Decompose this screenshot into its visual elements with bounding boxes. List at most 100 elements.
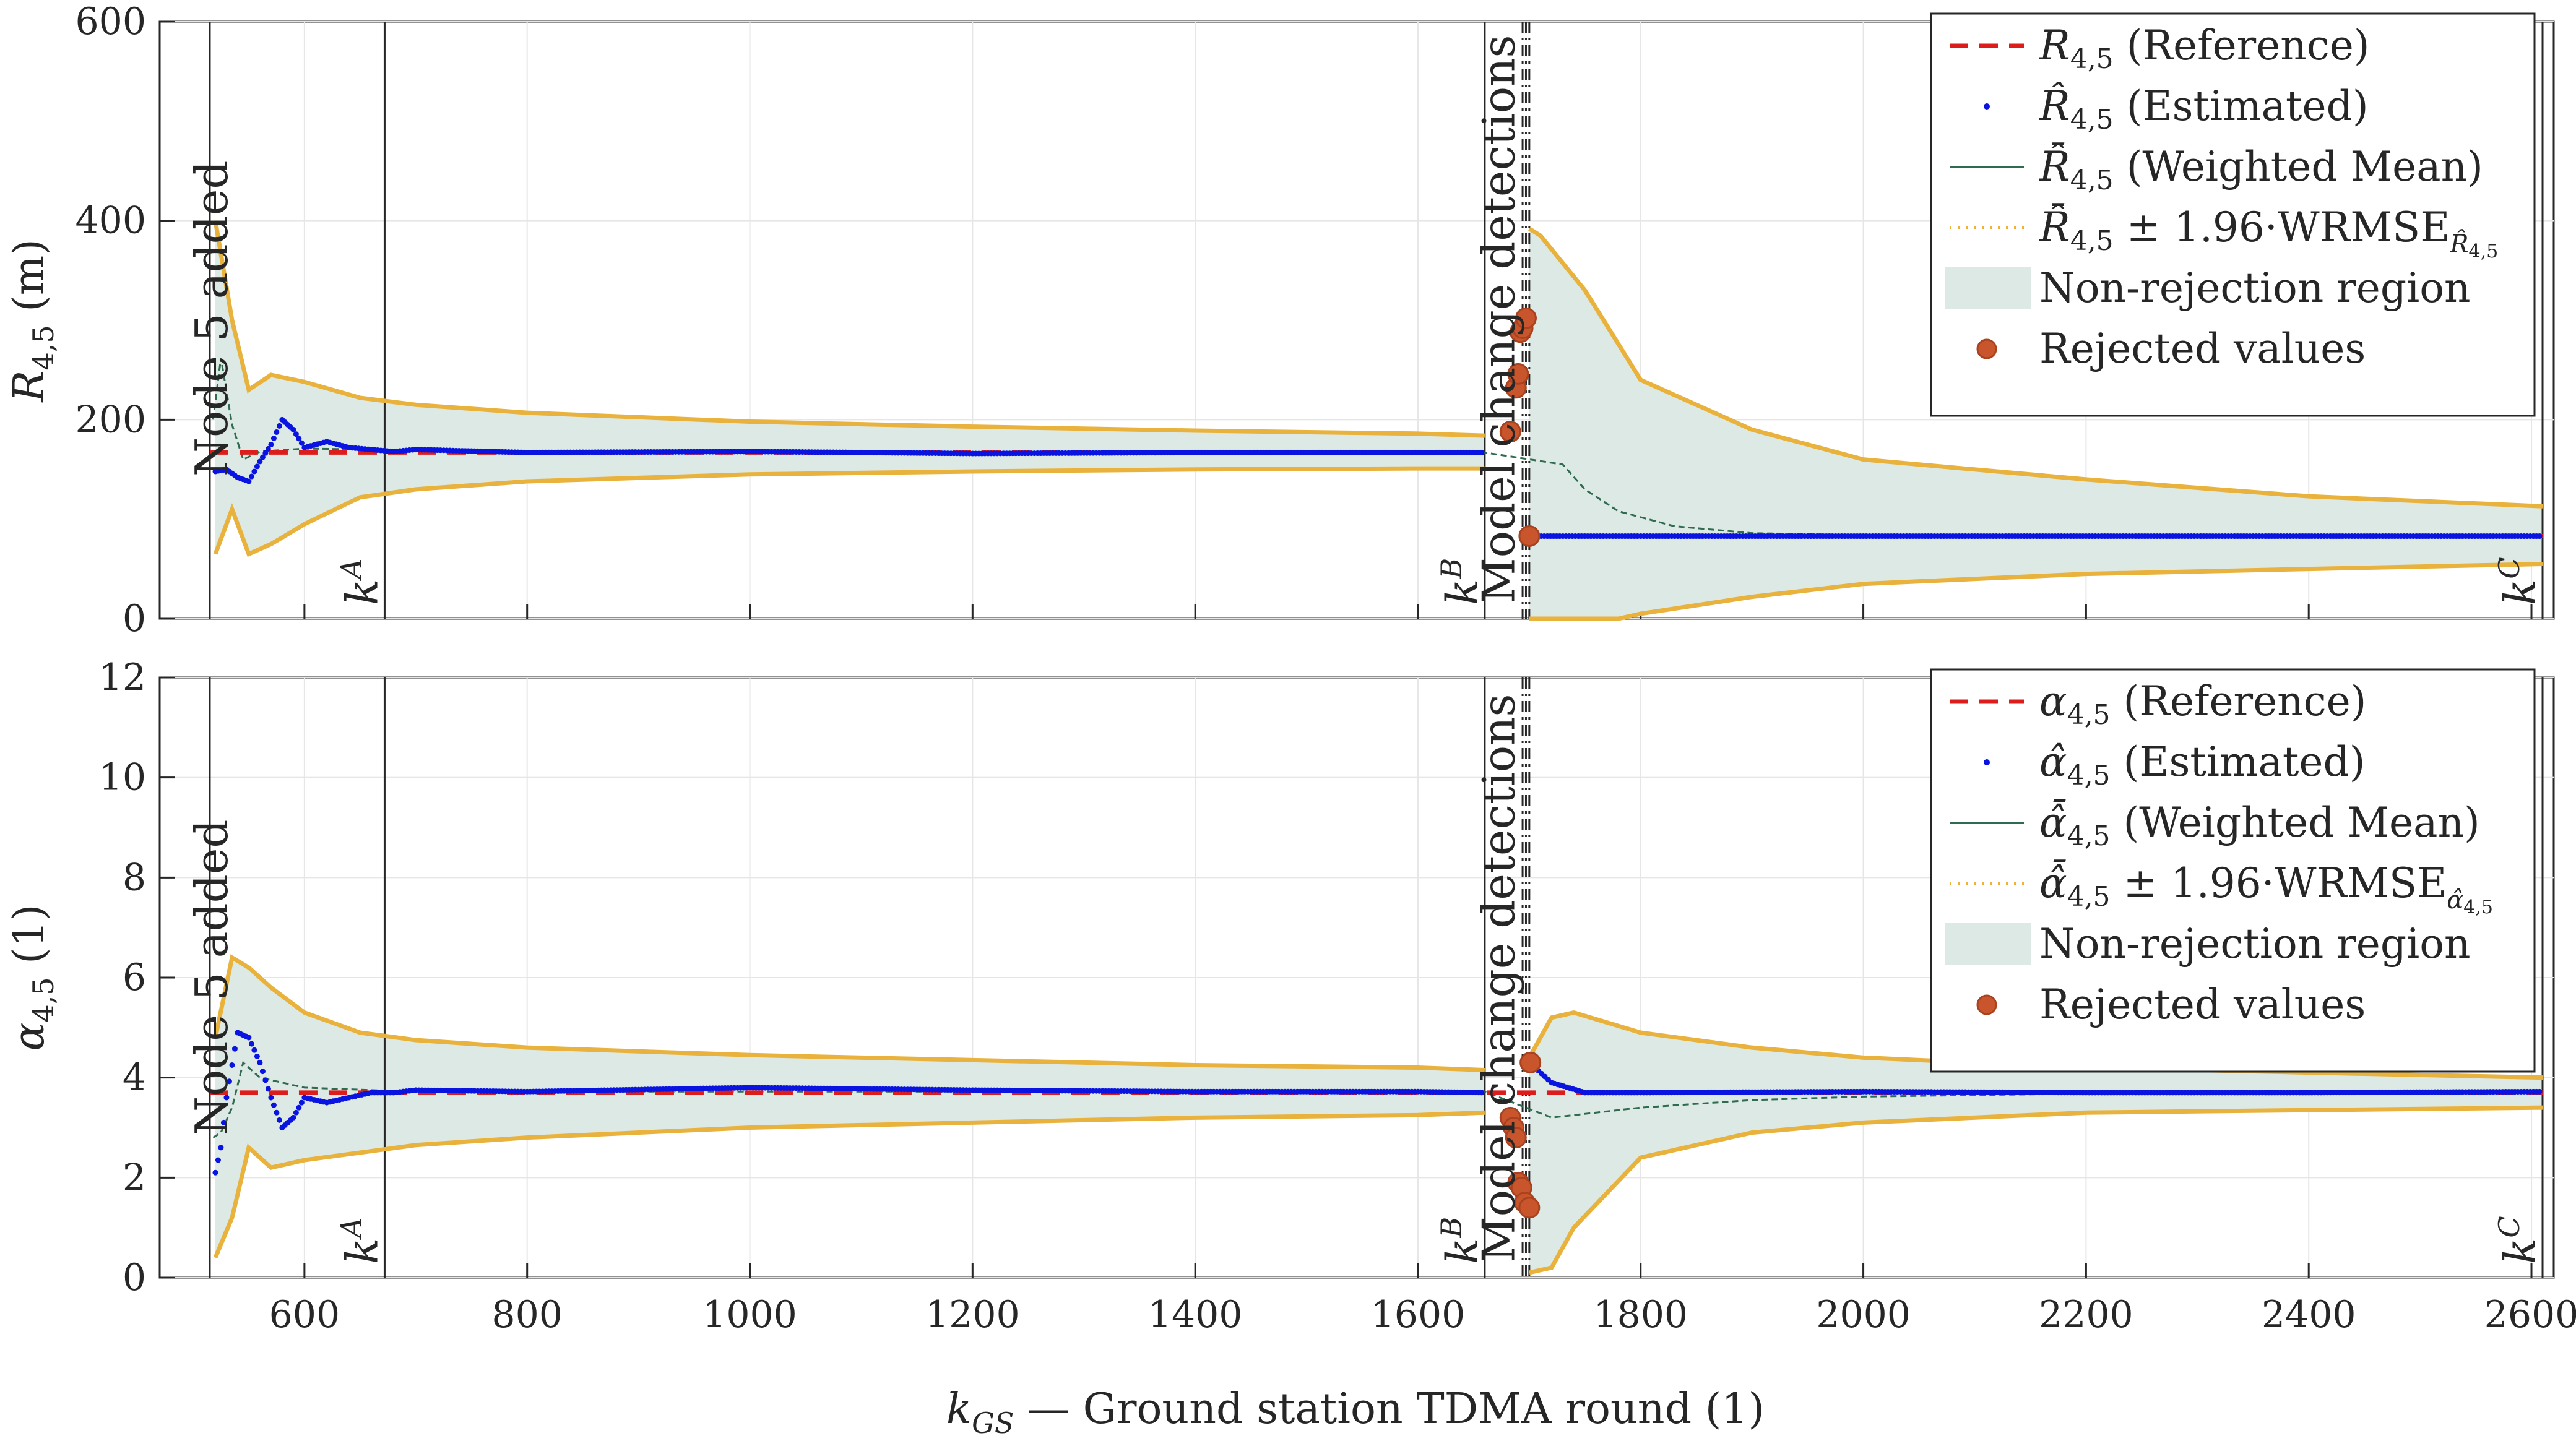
estimated-point (2536, 1088, 2543, 1095)
panel-r45-legend-box (1930, 12, 2536, 417)
estimated-point (265, 445, 271, 452)
legend-label: α̂4,5 (Estimated) (2039, 738, 2365, 791)
x-tick-label: 2400 (2262, 1293, 2356, 1336)
legend-entry: Non-rejection region (1945, 920, 2470, 968)
estimated-point (274, 1109, 280, 1116)
panel-alpha45-y-tick-label: 12 (99, 656, 146, 699)
legend-entry: R̂̄4,5 (Weighted Mean) (1950, 143, 2483, 196)
panel-r45: 0 200 400 600 Node 5 added Model change dete… (5, 0, 2555, 640)
panel-r45-region-patch (1529, 228, 2543, 619)
legend-label: α4,5 (Reference) (2039, 677, 2366, 731)
estimated-point (1479, 1090, 1485, 1096)
legend-swatch (1976, 994, 1997, 1015)
x-axis-label: kGS — Ground station TDMA round (1) (946, 1385, 1765, 1440)
panel-r45-vertical-marker-labels: Node 5 added Model change detections kA kB k… (186, 35, 2546, 605)
x-tick-label: 600 (269, 1293, 340, 1336)
estimated-point (262, 1077, 269, 1083)
estimated-point (262, 450, 269, 456)
x-ticks: 600 800 1000 1200 1400 1600 1800 2000 2200 2400 26… (269, 1293, 2576, 1336)
panel-alpha45-region-patch (215, 957, 1485, 1258)
legend-entry: α̂̄4,5 ± 1.96·WRMSEα̂4,5 (1950, 859, 2493, 918)
estimated-point (296, 1104, 302, 1111)
legend-entry: α4,5 (Reference) (1950, 677, 2366, 731)
panel-alpha45-bound-line (213, 954, 1485, 1073)
legend-label: Non-rejection region (2039, 920, 2470, 968)
panel-alpha45-vertical-marker-labels: Node 5 added Model change detections kA kB k… (186, 694, 2546, 1264)
panel-alpha45-non-rejection-region (215, 957, 2543, 1273)
panel-alpha45-bound-line (1529, 1105, 2543, 1275)
panel-alpha45-legend: α4,5 (Reference) α̂4,5 (Estimated) α̂̄4,5 … (1930, 668, 2536, 1073)
x-tick-label: 2000 (1816, 1293, 1911, 1336)
kC-label: kC (2492, 557, 2546, 605)
panel-alpha45-y-tick-label: 4 (123, 1056, 146, 1099)
panel-alpha45-y-axis-label: α4,5 (1) (5, 904, 60, 1051)
rejected-value-marker (1499, 421, 1521, 443)
estimated-point (254, 463, 260, 470)
estimated-point (276, 423, 282, 429)
estimated-point (220, 1119, 227, 1125)
kB-label: kB (1435, 558, 1488, 605)
estimated-point (212, 1169, 218, 1176)
estimated-point (293, 1109, 299, 1116)
panel-alpha45-y-ticks: 0 2 4 6 8 10 12 (99, 656, 175, 1299)
panel-r45-y-tick-label: 200 (75, 398, 146, 441)
rejected-value-marker (1519, 1051, 1542, 1073)
panel-alpha45-y-tick-label: 8 (123, 856, 146, 899)
rejected-value-marker (1507, 363, 1529, 385)
panel-alpha45-y-tick-label: 0 (123, 1256, 146, 1299)
legend-label: α̂̄4,5 ± 1.96·WRMSEα̂4,5 (2039, 859, 2493, 918)
legend-entry: α̂̄4,5 (Weighted Mean) (1950, 799, 2480, 852)
estimated-point (215, 1157, 221, 1163)
panel-r45-y-tick-label: 600 (75, 0, 146, 43)
rejected-value-marker (1518, 525, 1541, 548)
node5-added-label: Node 5 added (186, 820, 238, 1135)
legend-label: R̂̄4,5 (Weighted Mean) (2039, 143, 2483, 196)
rejected-value-marker (1518, 1197, 1541, 1219)
panel-alpha45-vertical-markers (209, 677, 2544, 1278)
panel-r45-y-axis-label: R4,5 (m) (5, 239, 60, 403)
estimated-point (298, 440, 305, 446)
x-tick-label: 1200 (925, 1293, 1020, 1336)
panel-alpha45-weighted-mean-line (212, 1060, 2543, 1138)
rejected-value-marker (1505, 1127, 1527, 1149)
legend-swatch (1984, 103, 1990, 110)
panel-alpha45-legend-box (1930, 668, 2536, 1073)
estimated-point (229, 1062, 235, 1068)
estimated-point (270, 435, 277, 441)
legend-entry: R4,5 (Reference) (1950, 22, 2370, 75)
panel-r45-region-patch (215, 220, 1485, 554)
x-tick-label: 800 (491, 1293, 563, 1336)
panel-r45-bound-line (1529, 562, 2543, 621)
estimated-point (248, 1041, 254, 1047)
panel-r45-rejected-values (1499, 307, 1541, 548)
legend-label: R̂4,5 (Estimated) (2039, 82, 2369, 135)
estimated-point (231, 1046, 238, 1052)
estimated-point (298, 1099, 305, 1106)
estimated-point (223, 1095, 230, 1101)
x-tick-label: 2200 (2039, 1293, 2133, 1336)
estimated-point (276, 1117, 282, 1123)
estimated-point (268, 442, 274, 448)
estimated-point (290, 426, 296, 432)
panel-alpha45: 0 2 4 6 8 10 12 Node 5 added Model change detec… (5, 656, 2555, 1299)
legend-label: R̂̄4,5 ± 1.96·WRMSER̂4,5 (2039, 204, 2498, 262)
estimated-point (2536, 533, 2543, 540)
estimated-point (259, 1069, 266, 1075)
estimated-point (254, 1053, 260, 1059)
legend-label: Non-rejection region (2039, 264, 2470, 312)
estimated-point (218, 1145, 224, 1151)
legend-swatch (1984, 759, 1990, 765)
panel-r45-legend: R4,5 (Reference) R̂4,5 (Estimated) R̂̄4,5 … (1930, 12, 2536, 417)
estimated-point (246, 1035, 252, 1041)
panel-alpha45-estimated-points (212, 1030, 2543, 1176)
estimated-point (274, 429, 280, 435)
estimated-point (246, 478, 252, 484)
kC-label: kC (2492, 1216, 2546, 1264)
estimated-point (248, 473, 254, 480)
panel-alpha45-y-tick-label: 6 (123, 956, 146, 999)
estimated-point (270, 1102, 277, 1108)
model-change-detections-label: Model change detections (1472, 694, 1524, 1262)
rejected-value-marker (1515, 307, 1537, 329)
model-change-detections-label: Model change detections (1472, 35, 1524, 603)
